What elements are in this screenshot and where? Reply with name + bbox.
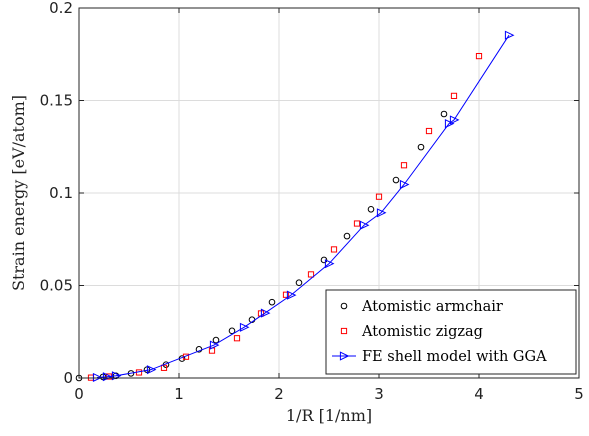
legend-entry: FE shell model with GGA bbox=[332, 349, 547, 365]
data-point bbox=[209, 340, 220, 350]
x-tick-label: 0 bbox=[74, 385, 84, 403]
y-tick-label: 0.2 bbox=[49, 0, 73, 17]
data-point bbox=[320, 256, 328, 264]
legend-label: Atomistic armchair bbox=[361, 299, 503, 315]
series-fe-shell-model-with-gga bbox=[92, 30, 515, 383]
data-point bbox=[353, 220, 361, 227]
data-point bbox=[146, 365, 157, 375]
y-tick-label: 0.15 bbox=[40, 92, 73, 110]
data-point bbox=[440, 110, 448, 118]
series-line bbox=[96, 34, 510, 378]
data-point bbox=[444, 119, 455, 129]
data-point bbox=[212, 336, 220, 344]
x-axis-title: 1/R [1/nm] bbox=[286, 406, 372, 425]
data-point bbox=[92, 372, 103, 383]
data-point bbox=[400, 162, 408, 169]
legend-label: Atomistic zigzag bbox=[361, 324, 483, 340]
data-point bbox=[160, 364, 168, 371]
legend: Atomistic armchair Atomistic zigzag FE she… bbox=[325, 289, 577, 375]
data-point bbox=[367, 205, 375, 213]
legend-box bbox=[325, 289, 577, 375]
data-point bbox=[282, 291, 290, 298]
legend-marker-triangle-right bbox=[339, 351, 350, 361]
x-tick-label: 4 bbox=[474, 385, 484, 403]
legend-label: FE shell model with GGA bbox=[362, 349, 547, 365]
series-atomistic-zigzag bbox=[87, 53, 483, 381]
data-point bbox=[425, 127, 433, 135]
data-point bbox=[450, 92, 458, 99]
x-tick-label: 3 bbox=[374, 385, 384, 403]
data-point bbox=[295, 279, 303, 287]
data-point bbox=[504, 30, 515, 40]
legend-marker-circle bbox=[340, 302, 348, 310]
data-point bbox=[286, 290, 297, 300]
y-tick-label: 0.1 bbox=[49, 184, 73, 202]
data-point bbox=[343, 232, 351, 240]
data-point bbox=[239, 322, 250, 332]
legend-marker-square bbox=[340, 327, 348, 335]
data-point bbox=[307, 271, 315, 278]
data-point bbox=[228, 327, 236, 335]
data-point bbox=[324, 259, 335, 269]
data-point bbox=[376, 208, 387, 218]
data-point bbox=[375, 193, 383, 200]
y-axis-title: Strain energy [eV/atom] bbox=[9, 95, 28, 291]
data-point bbox=[260, 308, 271, 318]
data-point bbox=[233, 335, 241, 342]
series-layer bbox=[75, 30, 515, 383]
legend-entry: Atomistic zigzag bbox=[340, 324, 483, 340]
data-point bbox=[102, 372, 113, 382]
x-tick-label: 2 bbox=[274, 385, 284, 403]
data-point bbox=[359, 220, 370, 230]
x-tick-label: 1 bbox=[174, 385, 184, 403]
data-point bbox=[417, 143, 425, 151]
y-tick-label: 0 bbox=[63, 369, 73, 387]
y-tick-label: 0.05 bbox=[40, 277, 73, 295]
data-point bbox=[399, 179, 410, 190]
data-point bbox=[449, 115, 460, 125]
legend-entry: Atomistic armchair bbox=[340, 299, 503, 315]
data-point bbox=[392, 176, 400, 184]
data-point bbox=[268, 298, 276, 306]
axis-ticks: 0 1 2 3 4 5 0 0.05 0.1 0.15 0.2 bbox=[40, 0, 584, 403]
data-point bbox=[330, 246, 338, 253]
x-tick-label: 5 bbox=[574, 385, 584, 403]
data-point bbox=[475, 53, 483, 60]
